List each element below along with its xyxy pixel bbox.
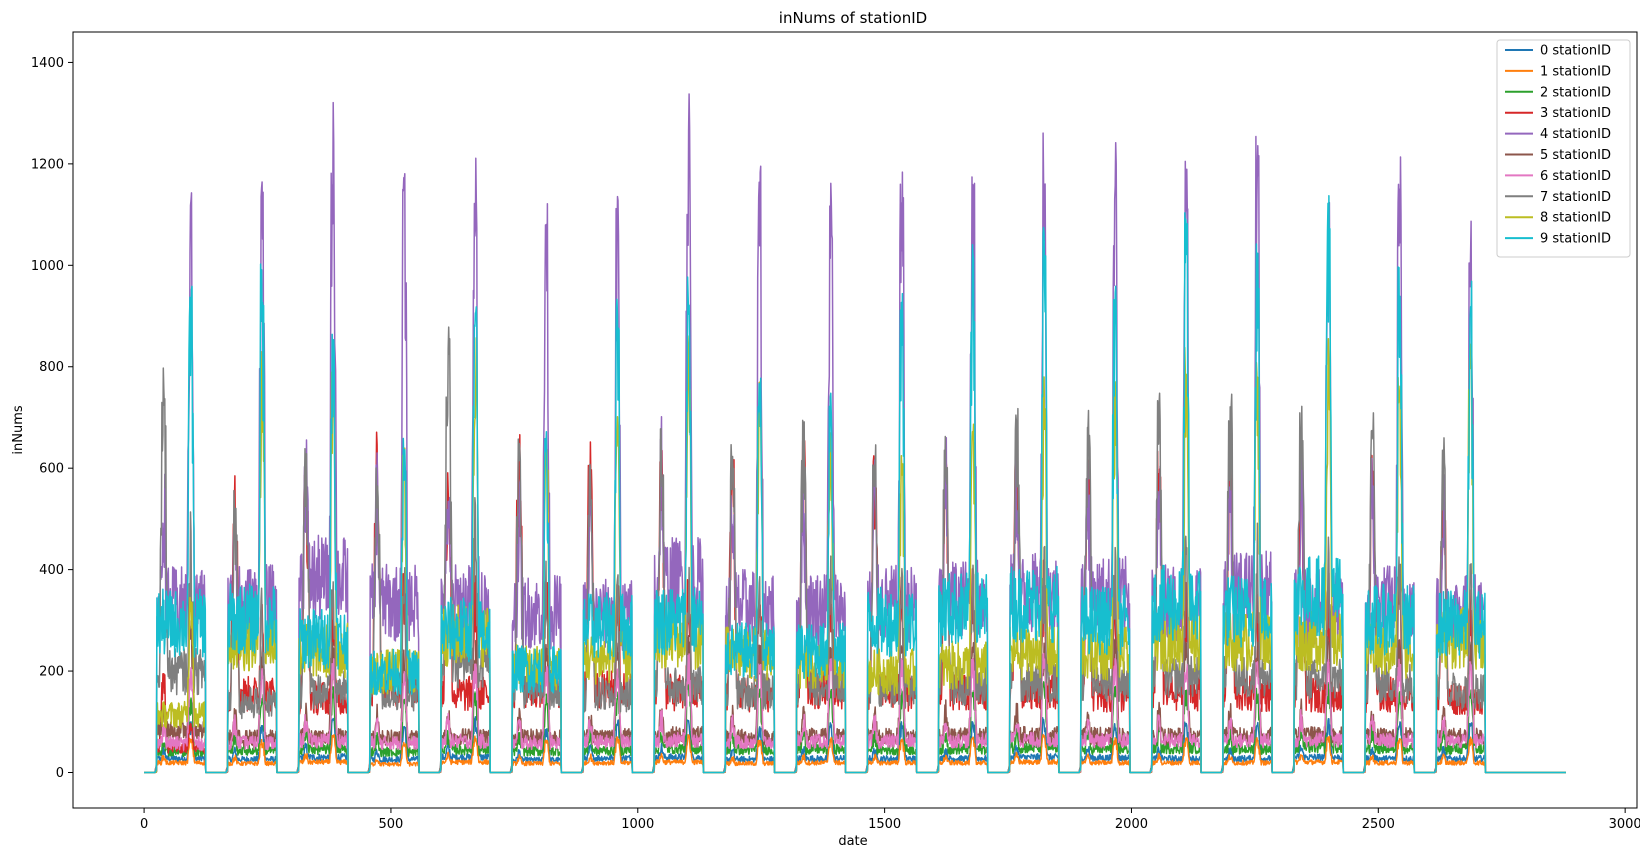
series-group xyxy=(143,93,1567,774)
series-line-2 xyxy=(143,681,1567,774)
x-tick-label: 2000 xyxy=(1115,817,1148,832)
x-tick-label: 0 xyxy=(140,817,148,832)
y-tick-label: 800 xyxy=(39,360,64,375)
y-axis-label: inNums xyxy=(11,405,26,454)
x-tick-label: 2500 xyxy=(1362,817,1395,832)
series-line-3 xyxy=(143,431,1567,774)
x-tick-label: 500 xyxy=(379,817,404,832)
y-tick-label: 200 xyxy=(39,665,64,680)
series-line-5 xyxy=(143,619,1567,774)
x-tick-label: 1500 xyxy=(868,817,901,832)
axes-group: 0 500 1000 1500 2000 2500 3000 0 200 400 600 800 100… xyxy=(31,31,1640,832)
legend-label: 3 stationID xyxy=(1540,106,1611,121)
y-tick-label: 0 xyxy=(56,766,64,781)
legend-label: 7 stationID xyxy=(1540,190,1611,205)
y-tick-label: 1200 xyxy=(31,157,64,172)
legend-label: 5 stationID xyxy=(1540,148,1611,163)
legend-label: 0 stationID xyxy=(1540,44,1611,59)
x-tick-label: 1000 xyxy=(621,817,654,832)
x-tick-label: 3000 xyxy=(1609,817,1640,832)
legend-label: 4 stationID xyxy=(1540,127,1611,142)
series-line-1 xyxy=(143,733,1567,774)
legend-label: 8 stationID xyxy=(1540,211,1611,226)
legend-label: 1 stationID xyxy=(1540,64,1611,79)
series-line-4 xyxy=(143,93,1567,774)
x-axis-label: date xyxy=(838,834,867,849)
y-tick-label: 1400 xyxy=(31,56,64,71)
series-line-7 xyxy=(143,326,1567,774)
legend-label: 2 stationID xyxy=(1540,85,1611,100)
series-line-8 xyxy=(143,335,1567,774)
series-line-6 xyxy=(143,652,1567,774)
legend: 0 stationID 1 stationID 2 stationID 3 stati… xyxy=(1496,39,1631,258)
axes-frame xyxy=(72,31,1638,809)
legend-box xyxy=(1496,39,1631,258)
y-tick-label: 1000 xyxy=(31,259,64,274)
series-line-9 xyxy=(143,194,1567,774)
y-tick-label: 400 xyxy=(39,563,64,578)
y-tick-label: 600 xyxy=(39,462,64,477)
chart-title: inNums of stationID xyxy=(779,9,927,27)
legend-label: 6 stationID xyxy=(1540,169,1611,184)
legend-label: 9 stationID xyxy=(1540,232,1611,247)
series-line-0 xyxy=(143,716,1567,774)
